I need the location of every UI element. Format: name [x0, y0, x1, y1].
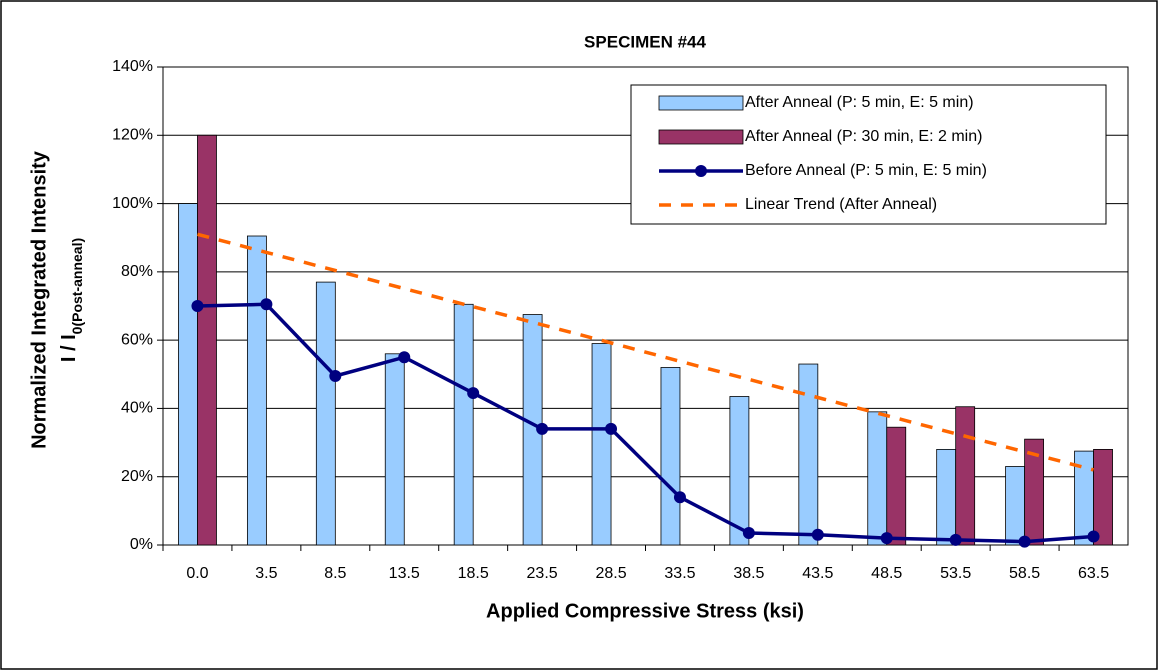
y-tick-label: 60% [121, 331, 153, 348]
y-tick-label: 0% [130, 536, 153, 553]
legend-swatch [658, 95, 744, 111]
x-tick-label: 33.5 [664, 565, 695, 582]
y-tick-label: 20% [121, 468, 153, 485]
line-marker [949, 533, 962, 546]
line-marker [467, 387, 480, 400]
legend-label: After Anneal (P: 5 min, E: 5 min) [745, 94, 974, 111]
line-marker [1087, 530, 1100, 543]
line-marker [260, 298, 273, 311]
bar [867, 411, 888, 546]
bar [660, 367, 681, 546]
x-tick-label: 43.5 [802, 565, 833, 582]
y-axis-label-main: I / I [58, 334, 80, 362]
bar [955, 406, 976, 546]
y-tick-label: 120% [112, 127, 153, 144]
x-tick-label: 23.5 [527, 565, 558, 582]
x-tick-label: 38.5 [733, 565, 764, 582]
x-tick-label: 48.5 [871, 565, 902, 582]
y-axis-label-sub: 0(Post-anneal) [69, 238, 85, 334]
bar [315, 281, 336, 546]
line-marker [536, 422, 549, 435]
chart-title: SPECIMEN #44 [584, 32, 706, 51]
x-tick-label: 28.5 [595, 565, 626, 582]
bar [729, 396, 750, 546]
y-axis-label: Normalized Integrated Intensity [28, 150, 50, 449]
legend-label: Before Anneal (P: 5 min, E: 5 min) [745, 162, 987, 179]
x-tick-label: 0.0 [186, 565, 208, 582]
y-tick-label: 140% [112, 58, 153, 75]
x-axis-label: Applied Compressive Stress (ksi) [486, 600, 804, 622]
bar [178, 203, 198, 546]
y-tick-label: 40% [121, 400, 153, 417]
line-marker [880, 532, 893, 545]
bar [197, 134, 217, 546]
line-marker [673, 491, 686, 504]
legend-marker [695, 165, 707, 177]
bar [1005, 466, 1026, 546]
legend-label: Linear Trend (After Anneal) [745, 196, 937, 213]
x-tick-label: 58.5 [1009, 565, 1040, 582]
x-tick-label: 18.5 [458, 565, 489, 582]
x-tick-label: 3.5 [255, 565, 277, 582]
legend-label: After Anneal (P: 30 min, E: 2 min) [745, 128, 982, 145]
bar [246, 235, 267, 546]
y-tick-label: 100% [112, 195, 153, 212]
x-tick-label: 8.5 [324, 565, 346, 582]
bar [886, 426, 907, 546]
y-axis-label-2: I / I0(Post-anneal) [58, 238, 84, 362]
bar [798, 363, 819, 546]
y-tick-label: 80% [121, 263, 153, 280]
line-marker [811, 528, 824, 541]
x-tick-label: 63.5 [1078, 565, 1109, 582]
bar [936, 448, 957, 546]
bar [1024, 438, 1045, 546]
line-marker [398, 351, 411, 364]
x-tick-label: 13.5 [389, 565, 420, 582]
line-marker [1018, 535, 1031, 548]
legend-swatch [658, 129, 744, 145]
line-marker [742, 527, 755, 540]
x-tick-label: 53.5 [940, 565, 971, 582]
bar [1093, 448, 1113, 546]
bar [453, 303, 474, 546]
bar [591, 343, 612, 546]
line-marker [191, 300, 204, 312]
line [197, 302, 1094, 544]
trend-line [197, 232, 1094, 472]
line-marker [605, 422, 618, 435]
bar [384, 353, 405, 546]
line-marker [329, 369, 342, 382]
